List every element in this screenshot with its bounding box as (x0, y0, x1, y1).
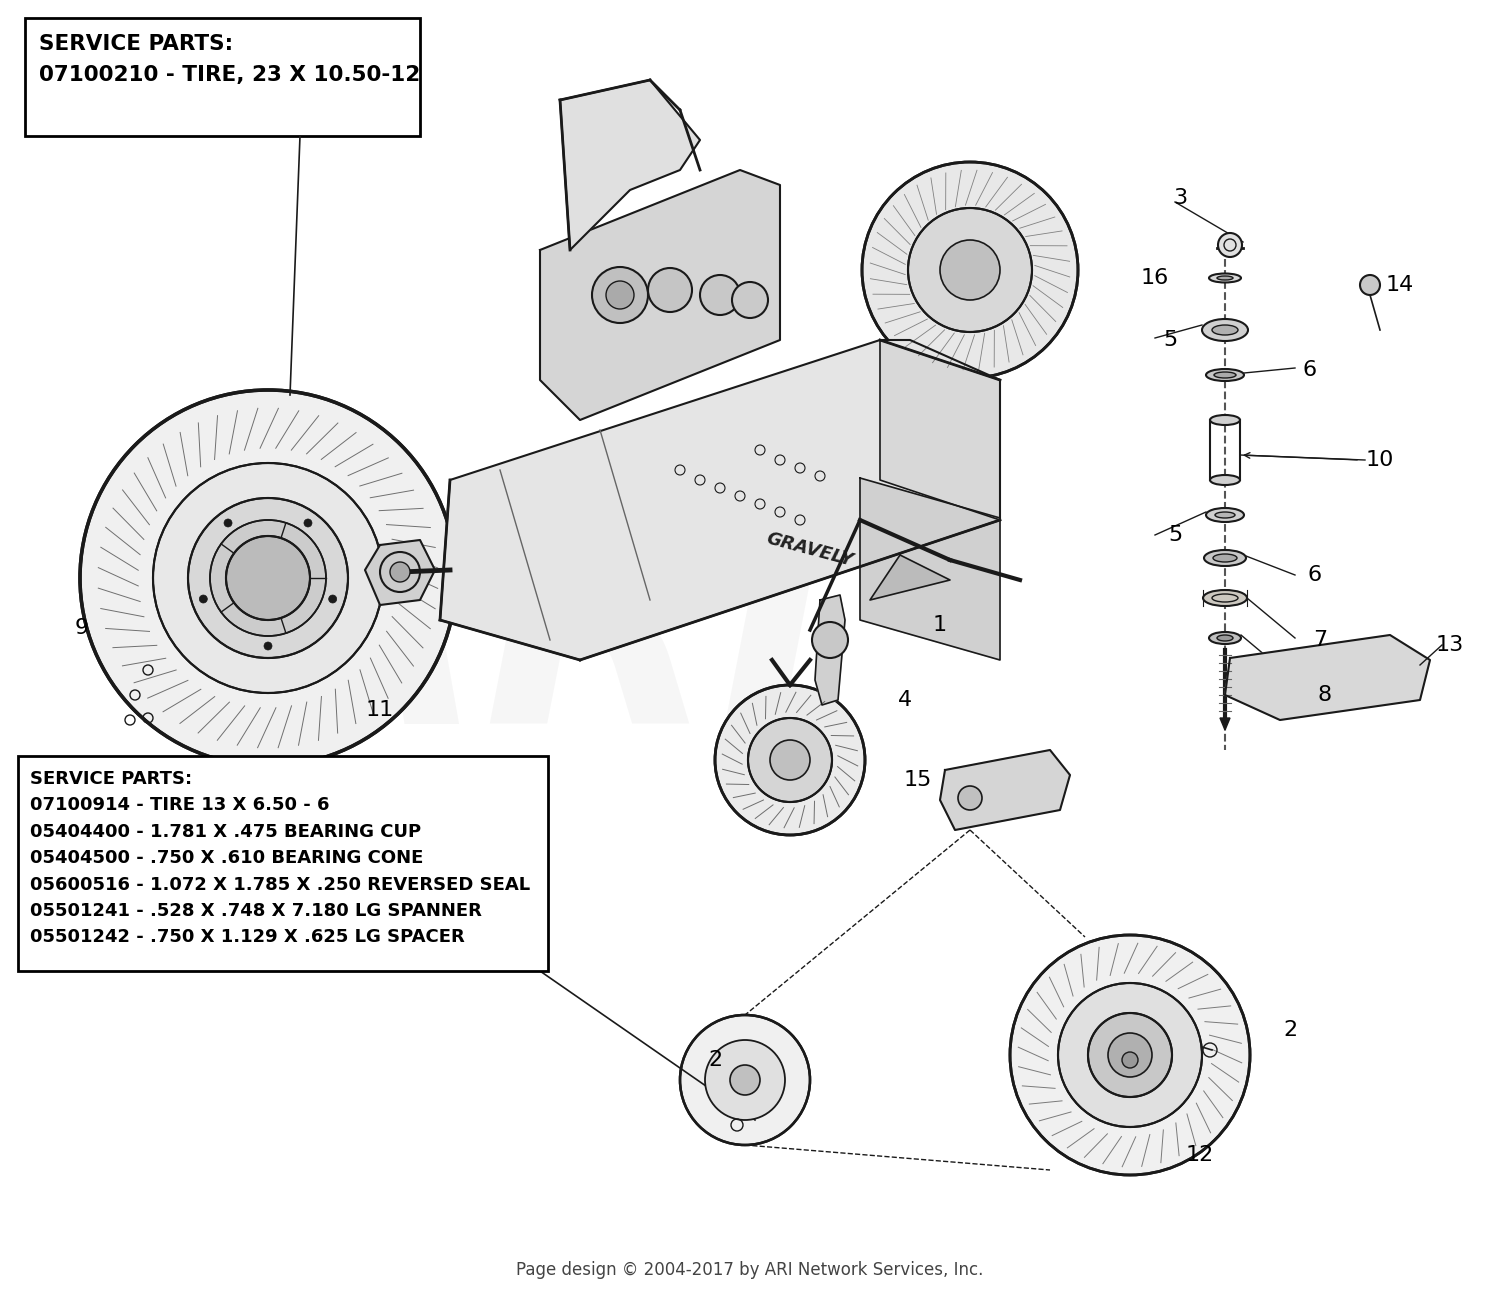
Circle shape (264, 642, 272, 651)
Ellipse shape (1206, 369, 1243, 381)
Ellipse shape (1206, 508, 1243, 522)
Circle shape (390, 562, 410, 582)
Circle shape (1058, 982, 1202, 1128)
Circle shape (592, 267, 648, 323)
Circle shape (188, 498, 348, 658)
Circle shape (380, 552, 420, 592)
Polygon shape (859, 478, 1000, 660)
Polygon shape (940, 750, 1070, 829)
Text: 16: 16 (1142, 268, 1168, 288)
Circle shape (1218, 233, 1242, 257)
Circle shape (732, 283, 768, 318)
Text: 2: 2 (708, 1050, 722, 1070)
Circle shape (80, 390, 456, 766)
Circle shape (226, 537, 310, 619)
Text: 5: 5 (1168, 525, 1182, 546)
Ellipse shape (1214, 553, 1237, 562)
Ellipse shape (1210, 415, 1240, 425)
Circle shape (224, 518, 232, 527)
Circle shape (304, 518, 312, 527)
Text: 6: 6 (1308, 565, 1322, 584)
Ellipse shape (1215, 512, 1234, 518)
Ellipse shape (1210, 476, 1240, 485)
Polygon shape (560, 80, 700, 250)
Circle shape (200, 595, 207, 603)
Polygon shape (880, 340, 1001, 520)
Circle shape (700, 275, 740, 315)
Circle shape (748, 718, 833, 802)
Circle shape (1010, 934, 1250, 1175)
Circle shape (940, 240, 1000, 299)
Text: ARI: ARI (248, 491, 832, 788)
Circle shape (210, 520, 326, 636)
Text: GRAVELY: GRAVELY (765, 530, 855, 570)
Ellipse shape (1204, 550, 1246, 566)
Circle shape (1088, 1013, 1172, 1096)
Text: 13: 13 (1436, 635, 1464, 654)
Circle shape (958, 785, 982, 810)
Circle shape (908, 207, 1032, 332)
Polygon shape (870, 555, 950, 600)
Text: 9: 9 (75, 618, 88, 638)
Circle shape (153, 463, 382, 693)
Bar (26, 18, 420, 136)
Ellipse shape (1216, 635, 1233, 642)
Text: 8: 8 (1318, 686, 1332, 705)
Ellipse shape (1203, 590, 1246, 607)
Ellipse shape (1212, 325, 1237, 334)
Text: 11: 11 (366, 700, 394, 721)
Text: 15: 15 (904, 770, 932, 791)
Polygon shape (1226, 635, 1430, 721)
Text: 3: 3 (1173, 188, 1186, 207)
Circle shape (730, 1065, 760, 1095)
Text: 1: 1 (933, 616, 946, 635)
Circle shape (812, 622, 847, 658)
Text: 12: 12 (1186, 1144, 1214, 1165)
Text: 5: 5 (1162, 330, 1178, 350)
Circle shape (770, 740, 810, 780)
Circle shape (1122, 1052, 1138, 1068)
Polygon shape (1220, 718, 1230, 730)
Polygon shape (540, 170, 780, 420)
Ellipse shape (1214, 372, 1236, 378)
Circle shape (1108, 1033, 1152, 1077)
Text: SERVICE PARTS:
07100210 - TIRE, 23 X 10.50-12: SERVICE PARTS: 07100210 - TIRE, 23 X 10.… (39, 34, 420, 86)
Text: 14: 14 (1386, 275, 1414, 295)
Text: SERVICE PARTS:
07100914 - TIRE 13 X 6.50 - 6
05404400 - 1.781 X .475 BEARING CUP: SERVICE PARTS: 07100914 - TIRE 13 X 6.50… (30, 770, 530, 946)
Ellipse shape (1209, 273, 1240, 283)
Ellipse shape (1202, 319, 1248, 341)
Bar (18, 756, 548, 971)
Text: 7: 7 (1312, 630, 1328, 651)
Text: 6: 6 (1304, 360, 1317, 380)
Text: Page design © 2004-2017 by ARI Network Services, Inc.: Page design © 2004-2017 by ARI Network S… (516, 1261, 984, 1279)
Circle shape (716, 686, 866, 835)
Polygon shape (364, 540, 435, 605)
Text: 10: 10 (1366, 450, 1394, 470)
Text: 2: 2 (1282, 1020, 1298, 1039)
Polygon shape (815, 595, 844, 705)
Text: 4: 4 (898, 689, 912, 710)
Circle shape (606, 281, 634, 308)
Polygon shape (440, 340, 1001, 660)
Circle shape (1360, 275, 1380, 295)
Circle shape (680, 1015, 810, 1144)
Circle shape (648, 268, 692, 312)
Ellipse shape (1216, 276, 1233, 280)
Ellipse shape (1209, 632, 1240, 644)
Circle shape (705, 1039, 785, 1120)
Circle shape (328, 595, 336, 603)
Circle shape (862, 162, 1078, 378)
